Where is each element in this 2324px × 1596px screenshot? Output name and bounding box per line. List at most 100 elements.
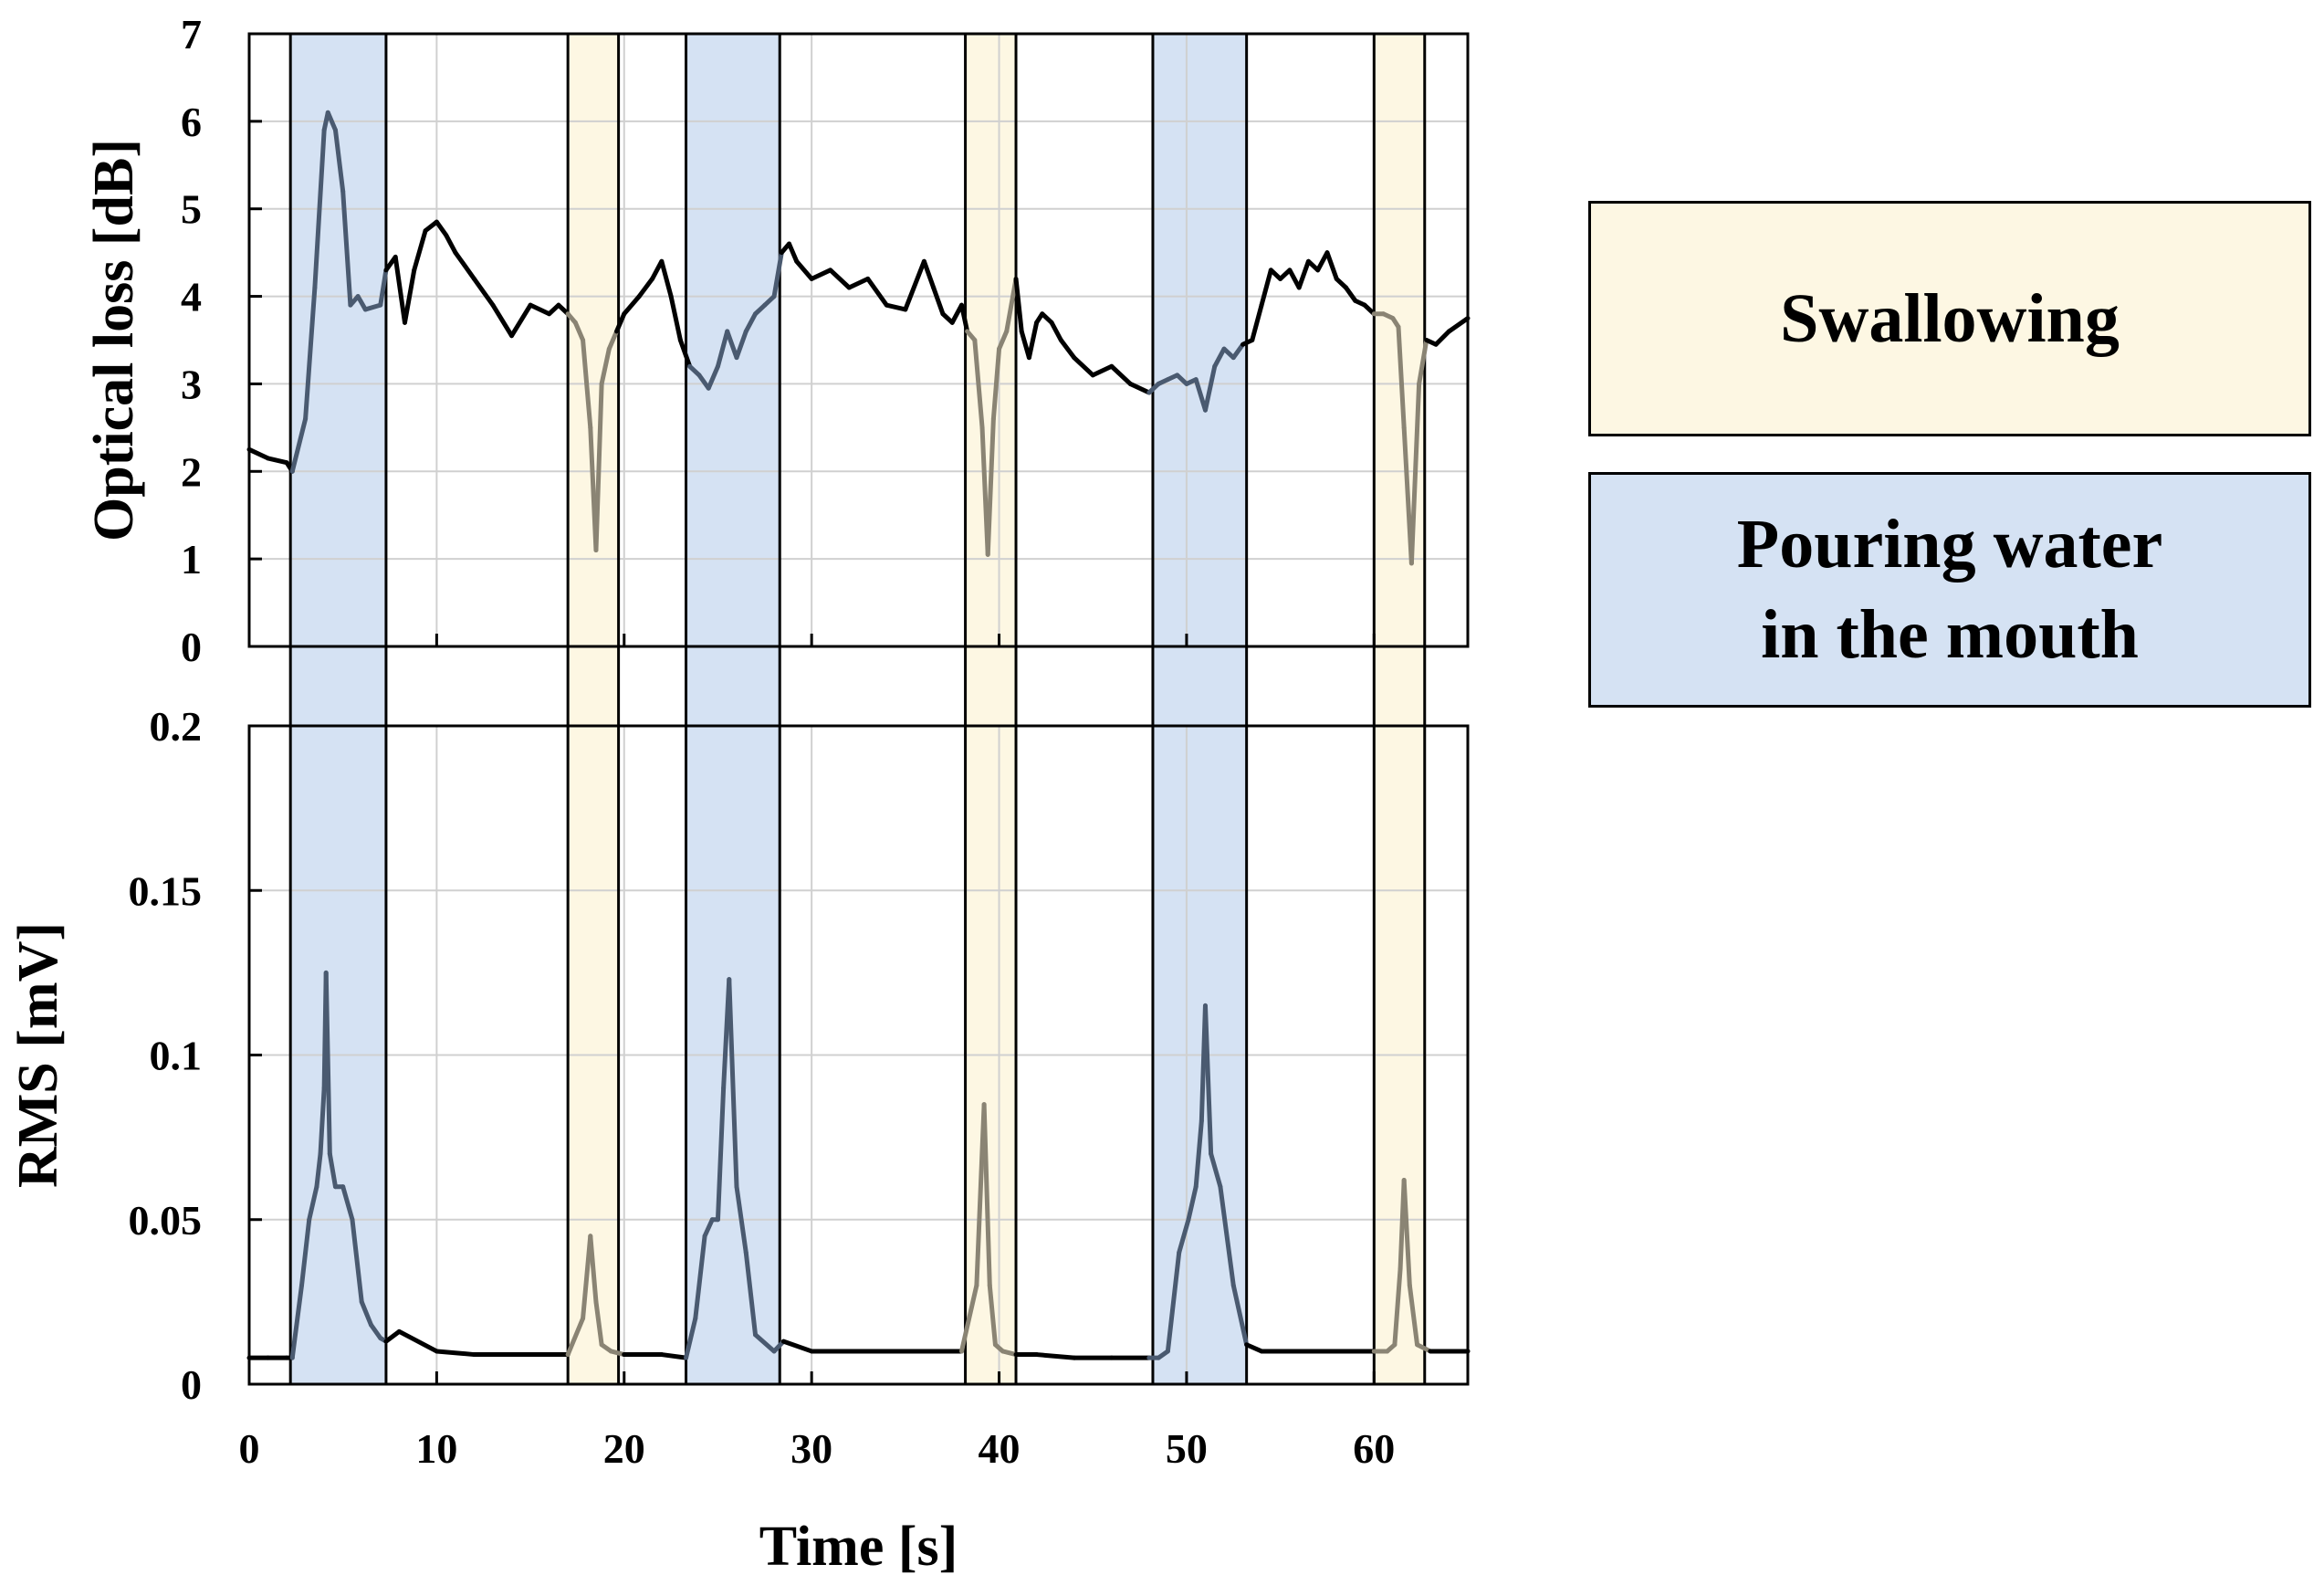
panel-frame-optical-loss [247,32,1470,648]
series-optical-loss-segment-44 [706,363,720,391]
series-rms-segment-7 [318,1086,327,1157]
series-optical-loss-segment-91 [1212,346,1227,369]
series-optical-loss-segment-89 [1193,377,1208,413]
series-optical-loss-segment-32 [593,381,604,553]
series-rms-segment-17 [383,1328,402,1344]
legend-swallowing: Swallowing [1588,201,2311,436]
ytick-label-optical-loss-7: 7 [181,11,202,58]
series-optical-loss-segment-1 [266,456,289,466]
series-rms-segment-30 [659,1352,689,1360]
legend-swallowing-label: Swallowing [1780,279,2120,357]
series-optical-loss-segment-29 [572,320,586,342]
series-optical-loss-segment-54 [794,258,814,281]
ytick-label-optical-loss-6: 6 [181,99,202,145]
series-rms-segment-38 [734,1184,748,1255]
series-optical-loss-segment-51 [771,250,784,299]
xtick-label-6: 60 [1353,1425,1395,1472]
series-optical-loss-segment-18 [423,219,439,234]
series-rms-segment-35 [715,1086,727,1223]
grid-lines [249,34,1468,1384]
series-optical-loss-segment-90 [1202,363,1218,413]
series-optical-loss-segment-35 [614,311,627,334]
series-optical-loss-segment-39 [659,258,674,299]
series-rms-segment-64 [1202,1003,1214,1157]
region-swallowing-3 [965,34,1017,1384]
region-pouring-2 [686,34,780,1384]
series-optical-loss-segment-113 [1408,381,1422,566]
series-optical-loss-segment-65 [958,302,970,334]
series-optical-loss-segment-81 [1090,363,1115,378]
series-optical-loss-segment-16 [402,268,417,325]
series-optical-loss-segment-72 [1004,276,1019,334]
series-rms-segment-26 [593,1299,604,1348]
series-optical-loss-segment-36 [622,294,642,317]
panel-frames [247,32,1470,1386]
series-optical-loss-segment-58 [865,276,889,308]
series-optical-loss-segment-23 [490,302,515,339]
ylabel-optical-loss: Optical loss [dB] [83,139,145,541]
series-optical-loss-segment-75 [1026,320,1040,361]
xtick-label-5: 50 [1166,1425,1208,1472]
series-optical-loss-segment-57 [846,276,871,290]
series-rms-segment-61 [1186,1184,1199,1223]
series-rms-segment-49 [981,1102,992,1288]
series-rms-segment-67 [1230,1283,1250,1348]
series-optical-loss-segment-47 [734,329,748,361]
series-rms-segment-31 [684,1316,698,1360]
series-rms-segment-13 [350,1217,364,1305]
series-rms-segment-23 [565,1316,586,1358]
xtick-label-0: 0 [239,1425,260,1472]
ytick-label-rms-3: 0.15 [129,867,203,914]
series-optical-loss-segment-45 [715,329,730,369]
series-rms-segment-12 [340,1184,355,1223]
series-rms-segment-14 [359,1299,373,1328]
series-rms-segment-76 [1401,1177,1412,1288]
series-rms-segment-39 [743,1250,759,1338]
series-optical-loss-segment-69 [985,416,996,557]
series-optical-loss-segment-71 [997,329,1010,352]
series-optical-loss-segment-56 [828,268,852,290]
series-rms-segment-32 [693,1234,707,1321]
series-optical-loss-segment-11 [355,294,368,312]
series-optical-loss-segment-5 [312,127,327,290]
ytick-label-optical-loss-4: 4 [181,274,202,320]
series-optical-loss-segment-20 [444,232,458,256]
series-optical-loss-segment-82 [1109,363,1133,386]
series-optical-loss-segment-40 [668,294,683,342]
xtick-label-3: 30 [790,1425,832,1472]
series-optical-loss-segment-33 [599,346,612,386]
ylabel-rms: RMS [mV] [7,922,69,1188]
series-optical-loss-segment-103 [1324,250,1339,281]
series-optical-loss-segment-61 [921,258,937,290]
series-rms-segment-59 [1165,1250,1182,1354]
series-optical-loss-segment-19 [434,219,449,237]
series-rms-segment-65 [1209,1151,1223,1190]
series-optical-loss-segment-25 [528,302,552,317]
series-optical-loss-segment-0 [246,446,271,461]
series-optical-loss-segment-13 [378,268,389,308]
series-rms-segment-60 [1177,1217,1191,1255]
ytick-label-optical-loss-2: 2 [181,448,202,495]
series-rms-segment-66 [1218,1184,1236,1288]
series-optical-loss-segment-117 [1446,316,1471,334]
series-optical-loss-segment-30 [581,338,593,430]
series-optical-loss-segment-43 [696,373,711,391]
series-optical-loss-segment-21 [453,250,476,281]
series-optical-loss-segment-53 [787,241,800,264]
series-optical-loss-segment-3 [289,416,309,474]
series-rms-segment-9 [323,970,332,1157]
series-optical-loss-segment-73 [1013,276,1024,334]
series-rms-segment-5 [307,1184,319,1223]
series-optical-loss-segment-4 [303,285,318,422]
ytick-label-rms-0: 0 [181,1361,202,1408]
series-optical-loss-segment-70 [990,346,1002,422]
series-optical-loss-segment-59 [884,302,908,312]
series-optical-loss-segment-8 [332,127,346,194]
series-optical-loss-segment-79 [1058,338,1077,361]
series-optical-loss-segment-60 [903,258,926,312]
series-optical-loss-segment-102 [1315,250,1330,273]
xlabel: Time [s] [759,1516,958,1578]
series-optical-loss-segment-41 [677,338,693,369]
series-optical-loss-segment-78 [1049,320,1063,342]
series-optical-loss-segment-96 [1259,268,1273,308]
